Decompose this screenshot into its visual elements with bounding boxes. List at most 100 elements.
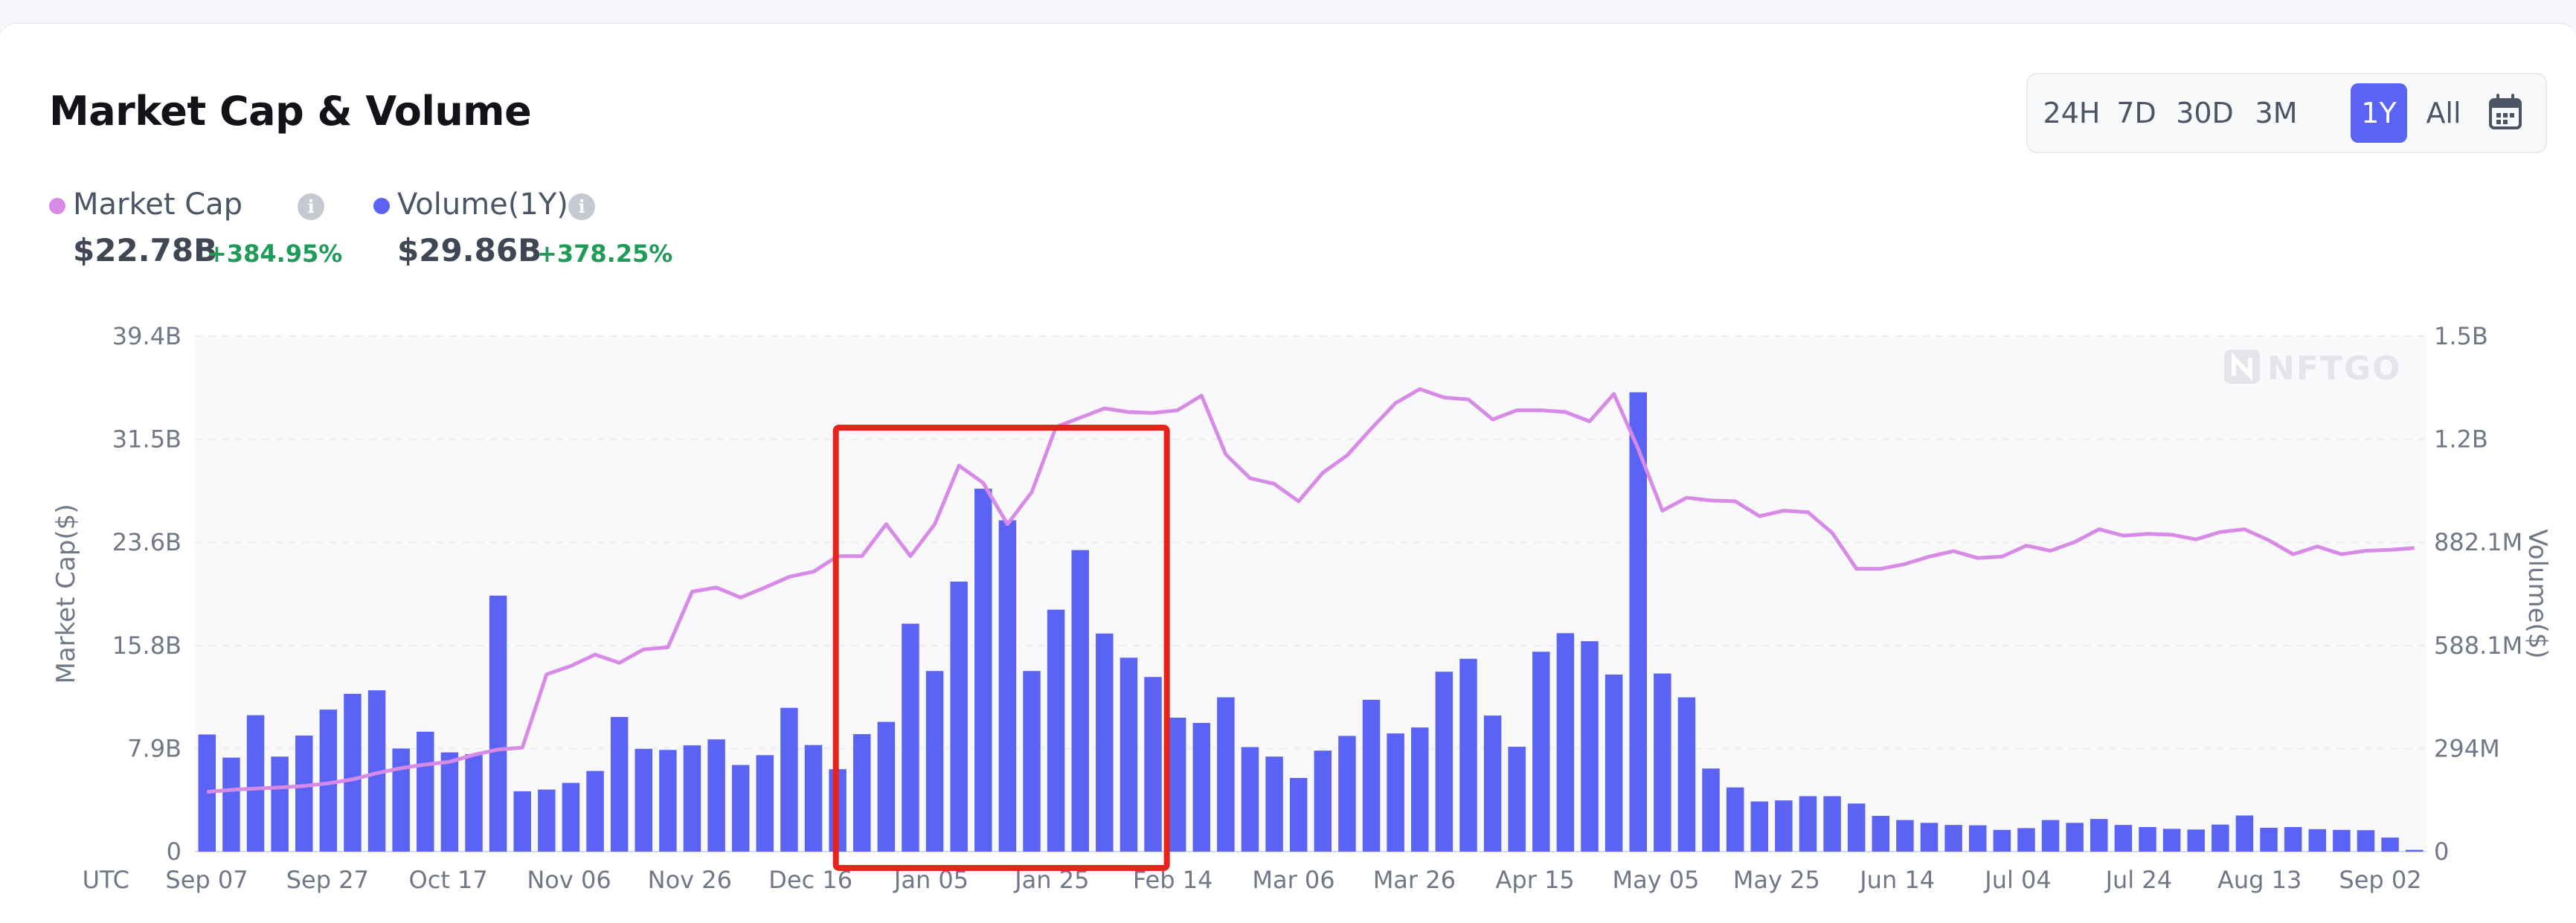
volume-bar	[319, 710, 338, 852]
volume-bar	[1823, 796, 1841, 852]
legend-label-market-cap: Market Cap	[73, 187, 243, 222]
volume-bar	[683, 745, 701, 852]
volume-bar	[1192, 722, 1210, 852]
watermark-text: NFTGO	[2267, 350, 2401, 387]
volume-bar	[1556, 633, 1575, 852]
info-icon[interactable]: i	[568, 193, 595, 220]
volume-bar	[586, 771, 604, 852]
x-tick-label: Apr 15	[1496, 866, 1575, 894]
volume-bar	[1944, 825, 1962, 852]
volume-bar	[2357, 830, 2375, 852]
market-cap-change: +384.95%	[207, 239, 343, 268]
x-tick-label: Jul 04	[1983, 866, 2052, 894]
volume-bar	[1508, 747, 1526, 852]
volume-bar	[2212, 824, 2229, 852]
volume-bar	[417, 731, 434, 852]
volume-bar	[2284, 827, 2302, 852]
volume-bar	[367, 690, 386, 852]
volume-bar	[392, 748, 410, 852]
volume-change: +378.25%	[537, 239, 673, 268]
y-right-tick-label: 588.1M	[2434, 631, 2522, 660]
volume-bar	[222, 757, 240, 852]
volume-bar	[731, 765, 750, 852]
volume-bar	[489, 595, 507, 852]
x-tick-label: Nov 06	[527, 866, 611, 894]
x-tick-label: Sep 07	[165, 866, 248, 894]
y-right-tick-label: 882.1M	[2434, 528, 2522, 556]
y-left-tick-label: 23.6B	[112, 528, 182, 556]
volume-bar	[1144, 677, 1162, 852]
volume-bar	[1969, 825, 1987, 852]
volume-bar	[1168, 717, 1186, 852]
volume-bar	[1605, 674, 1623, 852]
legend-label-volume: Volume(1Y)	[397, 187, 568, 222]
volume-bar	[271, 756, 289, 852]
y-left-axis-title: Market Cap($)	[51, 504, 81, 684]
volume-bar	[756, 755, 774, 852]
y-right-tick-label: 1.5B	[2434, 322, 2488, 350]
market-cap-line	[207, 387, 2415, 794]
x-tick-label: Jul 24	[2104, 866, 2173, 894]
x-tick-label: Oct 17	[409, 866, 488, 894]
volume-bar	[1217, 697, 1235, 852]
volume-bar	[1411, 727, 1429, 852]
volume-bar	[2066, 823, 2084, 852]
x-tick-label: Sep 02	[2339, 866, 2421, 894]
volume-bar	[1532, 652, 1550, 852]
range-button-7d[interactable]: 7D	[2116, 97, 2156, 129]
y-left-tick-label: 39.4B	[112, 322, 182, 350]
volume-bar	[1047, 609, 1065, 852]
volume-bar	[562, 782, 580, 852]
volume-bar	[1387, 733, 1404, 852]
volume-bar	[1702, 768, 1720, 852]
info-icon[interactable]: i	[298, 193, 324, 220]
volume-bar	[440, 752, 459, 852]
volume-bar	[2162, 829, 2181, 852]
volume-bar	[2308, 829, 2326, 852]
volume-value: $29.86B	[397, 232, 542, 268]
volume-bar	[2114, 825, 2133, 852]
volume-bar	[2235, 815, 2254, 852]
volume-bar	[610, 716, 629, 852]
range-button-30d[interactable]: 30D	[2176, 97, 2234, 129]
calendar-icon[interactable]	[2487, 94, 2523, 131]
volume-bar	[1314, 750, 1332, 852]
range-button-24h[interactable]: 24H	[2043, 97, 2101, 129]
range-button-all[interactable]: All	[2426, 97, 2461, 129]
volume-bar	[1120, 657, 1138, 852]
volume-bar	[1847, 803, 1866, 852]
volume-bar	[635, 748, 652, 852]
x-tick-label: Sep 27	[286, 866, 369, 894]
volume-bar	[1654, 673, 1671, 852]
nftgo-logo-mark	[2232, 352, 2252, 382]
y-left-tick-label: 0	[167, 837, 182, 866]
volume-bar	[1096, 633, 1114, 852]
volume-bar	[1241, 747, 1259, 852]
volume-bar	[877, 721, 896, 852]
volume-bar	[1775, 800, 1793, 852]
volume-bar	[853, 734, 871, 852]
volume-bar	[1920, 823, 1939, 852]
volume-bar	[707, 739, 725, 852]
volume-bar	[1581, 641, 1599, 852]
volume-bar	[2139, 827, 2156, 852]
volume-bar	[2017, 828, 2035, 852]
range-button-3m[interactable]: 3M	[2255, 97, 2298, 129]
volume-bar	[2260, 827, 2278, 852]
volume-bar	[2405, 849, 2424, 852]
volume-bar	[1726, 787, 1744, 852]
x-tick-label: Mar 06	[1252, 866, 1334, 894]
volume-bar	[2333, 829, 2351, 852]
volume-bar	[902, 623, 919, 852]
volume-bar	[974, 489, 992, 852]
volume-bar	[198, 734, 216, 852]
volume-bar	[1338, 736, 1356, 852]
volume-bar	[1799, 796, 1817, 852]
legend-dot-market-cap	[49, 198, 65, 214]
volume-bar	[780, 707, 798, 852]
volume-bar	[998, 520, 1017, 852]
y-right-axis-title: Volume($)	[2522, 529, 2552, 659]
volume-bar	[538, 789, 556, 852]
range-button-1y[interactable]: 1Y	[2351, 83, 2407, 143]
volume-bar	[1071, 550, 1089, 852]
